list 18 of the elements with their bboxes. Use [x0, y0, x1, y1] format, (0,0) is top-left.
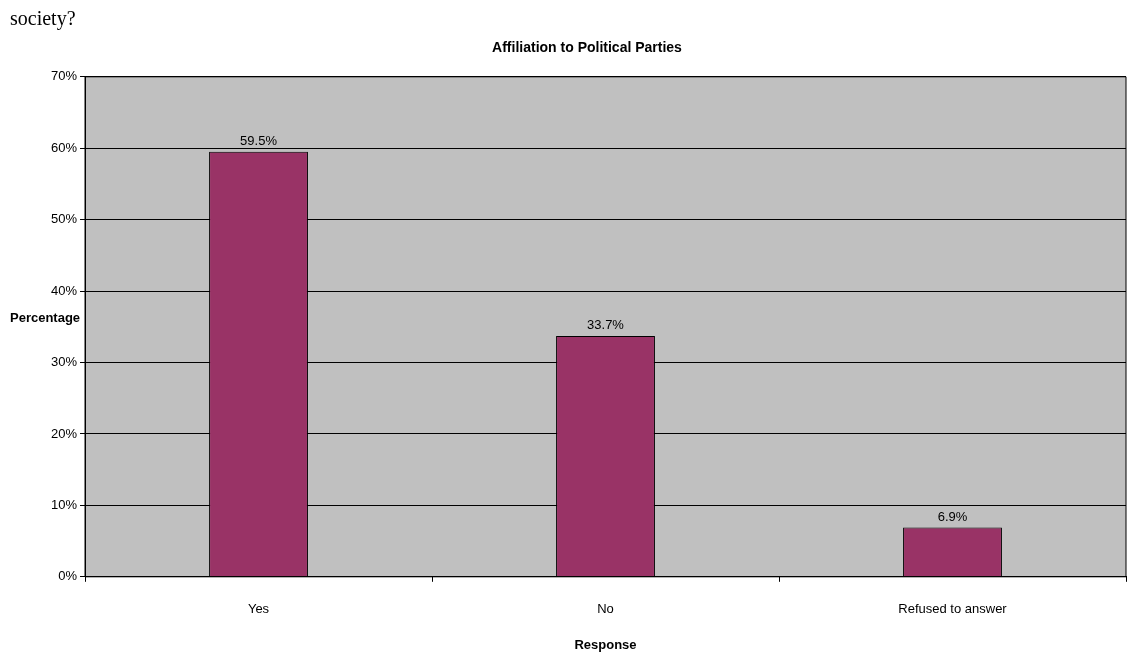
x-axis-title: Response — [574, 636, 637, 652]
y-tick-label: 50% — [50, 211, 78, 227]
y-tick-label: 60% — [50, 139, 78, 155]
x-tick-label: Yes — [247, 601, 270, 617]
y-axis-title: Percentage — [10, 310, 81, 326]
y-tick-label: 40% — [50, 282, 78, 298]
chart-title: Affiliation to Political Parties — [492, 39, 683, 56]
data-label: 6.9% — [937, 508, 968, 524]
y-tick-label: 70% — [50, 68, 78, 84]
x-tick-label: Refused to answer — [898, 601, 1008, 617]
data-label: 59.5% — [240, 132, 278, 148]
data-label: 33.7% — [587, 317, 625, 333]
y-tick-label: 20% — [50, 425, 78, 441]
text: society? — [10, 7, 76, 31]
x-tick-label: No — [597, 601, 614, 617]
y-tick-label: 10% — [50, 496, 78, 512]
y-tick-label: 0% — [58, 568, 78, 584]
y-tick-label: 30% — [50, 354, 78, 370]
